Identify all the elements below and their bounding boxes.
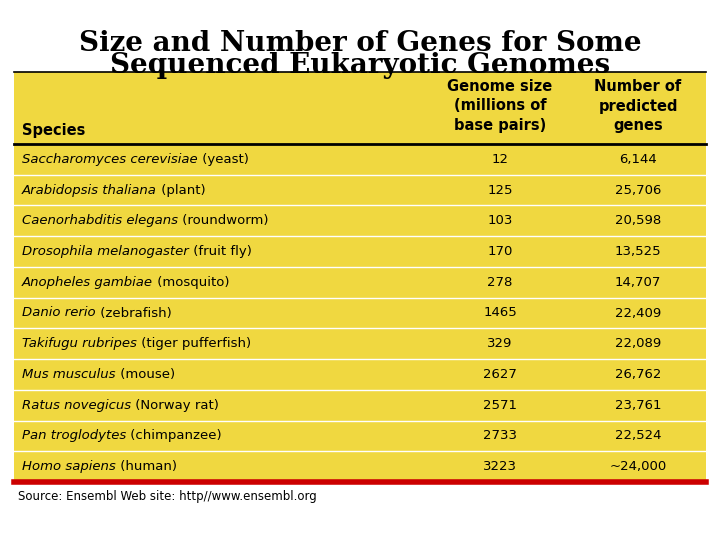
Text: 125: 125 (487, 184, 513, 197)
Text: 13,525: 13,525 (615, 245, 661, 258)
Text: (fruit fly): (fruit fly) (189, 245, 251, 258)
Text: 329: 329 (487, 337, 513, 350)
Text: 103: 103 (487, 214, 513, 227)
Text: 1465: 1465 (483, 307, 517, 320)
Text: (human): (human) (116, 460, 176, 473)
Text: 170: 170 (487, 245, 513, 258)
Text: (yeast): (yeast) (197, 153, 248, 166)
Text: (mouse): (mouse) (115, 368, 175, 381)
Text: Takifugu rubripes: Takifugu rubripes (22, 337, 137, 350)
Text: (tiger pufferfish): (tiger pufferfish) (137, 337, 251, 350)
Text: (roundworm): (roundworm) (178, 214, 269, 227)
Text: (mosquito): (mosquito) (153, 276, 230, 289)
Text: Species: Species (22, 123, 86, 138)
Text: Arabidopsis thaliana: Arabidopsis thaliana (22, 184, 157, 197)
Text: 3223: 3223 (483, 460, 517, 473)
Text: Mus musculus: Mus musculus (22, 368, 115, 381)
Text: Saccharomyces cerevisiae: Saccharomyces cerevisiae (22, 153, 197, 166)
Text: 6,144: 6,144 (619, 153, 657, 166)
Text: Danio rerio: Danio rerio (22, 307, 96, 320)
Text: Genome size
(millions of
base pairs): Genome size (millions of base pairs) (447, 79, 553, 133)
Text: Number of
predicted
genes: Number of predicted genes (595, 79, 682, 133)
Text: Sequenced Eukaryotic Genomes: Sequenced Eukaryotic Genomes (110, 52, 610, 79)
Text: 22,089: 22,089 (615, 337, 661, 350)
Text: Source: Ensembl Web site: http//www.ensembl.org: Source: Ensembl Web site: http//www.ense… (18, 490, 317, 503)
Text: 14,707: 14,707 (615, 276, 661, 289)
Text: 2627: 2627 (483, 368, 517, 381)
Text: Pan troglodytes: Pan troglodytes (22, 429, 126, 442)
Text: Drosophila melanogaster: Drosophila melanogaster (22, 245, 189, 258)
Text: 23,761: 23,761 (615, 399, 661, 411)
Text: 2571: 2571 (483, 399, 517, 411)
Text: ~24,000: ~24,000 (609, 460, 667, 473)
Text: Anopheles gambiae: Anopheles gambiae (22, 276, 153, 289)
Text: 2733: 2733 (483, 429, 517, 442)
Text: (chimpanzee): (chimpanzee) (126, 429, 222, 442)
Text: Size and Number of Genes for Some: Size and Number of Genes for Some (78, 30, 642, 57)
Text: Caenorhabditis elegans: Caenorhabditis elegans (22, 214, 178, 227)
Text: (plant): (plant) (157, 184, 205, 197)
Text: 25,706: 25,706 (615, 184, 661, 197)
Text: Homo sapiens: Homo sapiens (22, 460, 116, 473)
Bar (14, 72, 706, 482)
Text: 20,598: 20,598 (615, 214, 661, 227)
Text: 22,524: 22,524 (615, 429, 661, 442)
Text: 12: 12 (492, 153, 508, 166)
Text: 22,409: 22,409 (615, 307, 661, 320)
Text: (Norway rat): (Norway rat) (131, 399, 219, 411)
Text: 278: 278 (487, 276, 513, 289)
Text: (zebrafish): (zebrafish) (96, 307, 171, 320)
Text: 26,762: 26,762 (615, 368, 661, 381)
Text: Ratus novegicus: Ratus novegicus (22, 399, 131, 411)
